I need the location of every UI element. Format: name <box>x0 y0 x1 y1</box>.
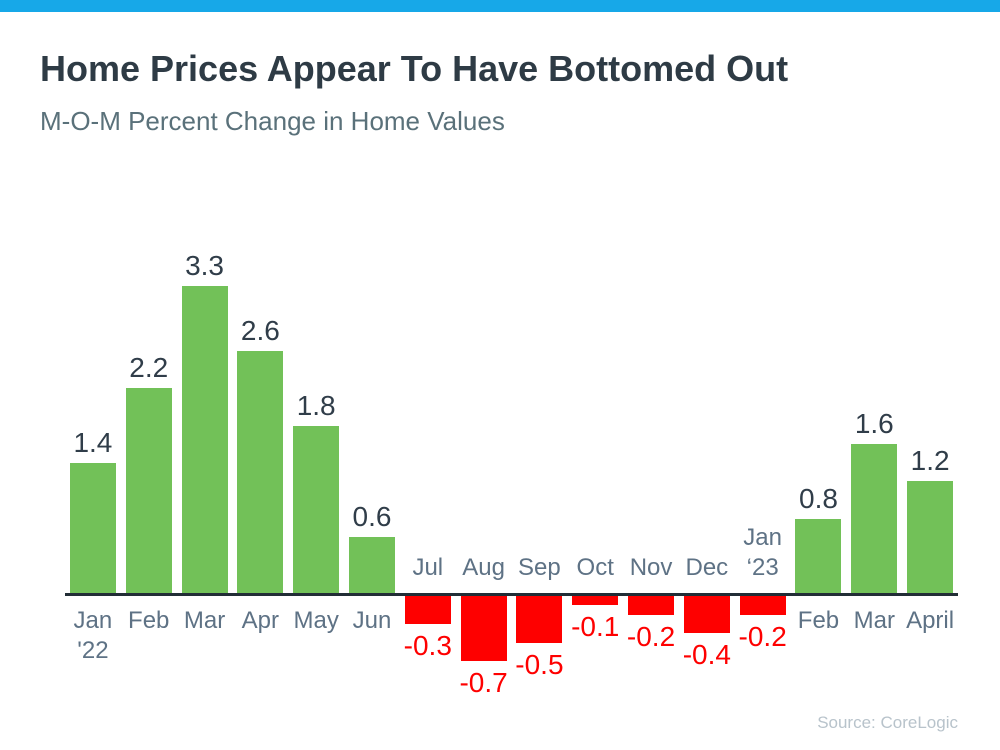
top-accent-bar <box>0 0 1000 12</box>
category-label: Jan '22 <box>73 607 113 664</box>
bar-negative <box>460 596 507 661</box>
value-label: -0.7 <box>459 667 508 698</box>
value-label: 1.6 <box>854 408 894 439</box>
category-label: Feb <box>128 607 170 634</box>
bar-negative <box>516 596 563 643</box>
category-label: May <box>293 607 339 634</box>
bar-negative <box>572 596 619 605</box>
value-label: 1.4 <box>73 427 113 458</box>
category-label: Dec <box>685 554 729 581</box>
bar-positive <box>348 537 395 593</box>
bar-positive <box>293 426 340 593</box>
chart-subtitle: M-O-M Percent Change in Home Values <box>40 106 505 136</box>
category-label: Mar <box>853 607 895 634</box>
bar-positive <box>181 286 228 593</box>
category-label: Apr <box>241 607 280 634</box>
value-label: 0.6 <box>352 501 392 532</box>
category-label: Nov <box>629 554 673 581</box>
bar-negative <box>404 596 451 624</box>
bar-negative <box>683 596 730 633</box>
value-label: 3.3 <box>185 250 224 281</box>
value-label: -0.5 <box>515 649 564 680</box>
value-label: -0.1 <box>571 611 620 642</box>
value-label: -0.2 <box>738 621 787 652</box>
value-label: -0.4 <box>682 639 731 670</box>
category-label: Jun <box>352 607 392 634</box>
bar-negative <box>628 596 675 615</box>
bar-positive <box>125 388 172 593</box>
category-label: Jul <box>412 554 444 581</box>
bar-positive <box>851 444 898 593</box>
category-label: Jan ‘23 <box>743 524 782 581</box>
bar-positive <box>69 463 116 593</box>
source-attribution: Source: CoreLogic <box>817 713 958 732</box>
category-label: Sep <box>518 554 561 581</box>
value-label: -0.2 <box>626 621 676 652</box>
category-label: Aug <box>462 554 505 581</box>
value-label: 1.2 <box>910 445 950 476</box>
x-axis-line <box>65 593 958 596</box>
bar-positive <box>907 481 954 593</box>
category-label: Mar <box>183 607 226 634</box>
category-label: April <box>906 607 955 634</box>
bar-positive <box>795 519 842 593</box>
value-label: 1.8 <box>296 390 336 421</box>
chart-title: Home Prices Appear To Have Bottomed Out <box>40 48 789 89</box>
value-label: 2.6 <box>240 315 280 346</box>
category-label: Oct <box>576 554 614 581</box>
bar-positive <box>237 351 284 593</box>
category-label: Feb <box>797 607 840 634</box>
bar-negative <box>739 596 786 615</box>
value-label: 0.8 <box>799 483 838 514</box>
value-label: 2.2 <box>129 352 169 383</box>
value-label: -0.3 <box>403 630 452 661</box>
